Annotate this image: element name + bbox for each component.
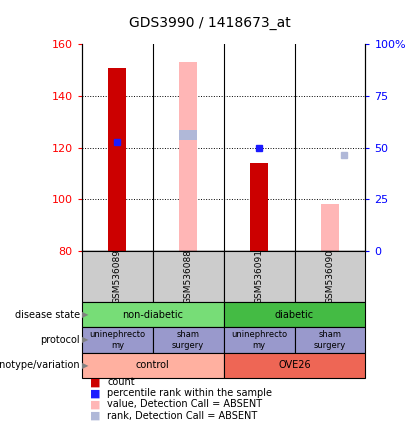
Bar	[224, 251, 294, 302]
Text: uninephrecto
my: uninephrecto my	[89, 330, 145, 349]
Text: protocol: protocol	[40, 335, 80, 345]
Bar	[153, 251, 224, 302]
Text: ■: ■	[90, 377, 101, 387]
Text: ■: ■	[90, 388, 101, 398]
Bar	[179, 63, 197, 251]
Text: sham
surgery: sham surgery	[172, 330, 205, 349]
Text: GSM536090: GSM536090	[326, 249, 334, 304]
Bar	[179, 130, 197, 140]
Text: disease state: disease state	[15, 309, 80, 320]
Text: ▶: ▶	[82, 310, 88, 319]
Bar	[108, 67, 126, 251]
Bar	[250, 163, 268, 251]
Text: non-diabetic: non-diabetic	[122, 309, 183, 320]
Text: rank, Detection Call = ABSENT: rank, Detection Call = ABSENT	[107, 411, 257, 420]
Text: sham
surgery: sham surgery	[314, 330, 346, 349]
Text: GSM536091: GSM536091	[255, 249, 264, 304]
Text: count: count	[107, 377, 135, 387]
Text: ▶: ▶	[82, 361, 88, 370]
Text: ■: ■	[90, 411, 101, 420]
Text: control: control	[136, 360, 170, 370]
Text: uninephrecto
my: uninephrecto my	[231, 330, 287, 349]
Text: GDS3990 / 1418673_at: GDS3990 / 1418673_at	[129, 16, 291, 30]
Text: GSM536089: GSM536089	[113, 249, 122, 304]
Text: ▶: ▶	[82, 335, 88, 345]
Text: GSM536088: GSM536088	[184, 249, 193, 304]
Text: percentile rank within the sample: percentile rank within the sample	[107, 388, 272, 398]
Text: genotype/variation: genotype/variation	[0, 360, 80, 370]
Text: OVE26: OVE26	[278, 360, 311, 370]
Text: value, Detection Call = ABSENT: value, Detection Call = ABSENT	[107, 400, 262, 409]
Text: diabetic: diabetic	[275, 309, 314, 320]
Text: ■: ■	[90, 400, 101, 409]
Bar	[294, 251, 365, 302]
Bar	[321, 204, 339, 251]
Bar	[82, 251, 153, 302]
